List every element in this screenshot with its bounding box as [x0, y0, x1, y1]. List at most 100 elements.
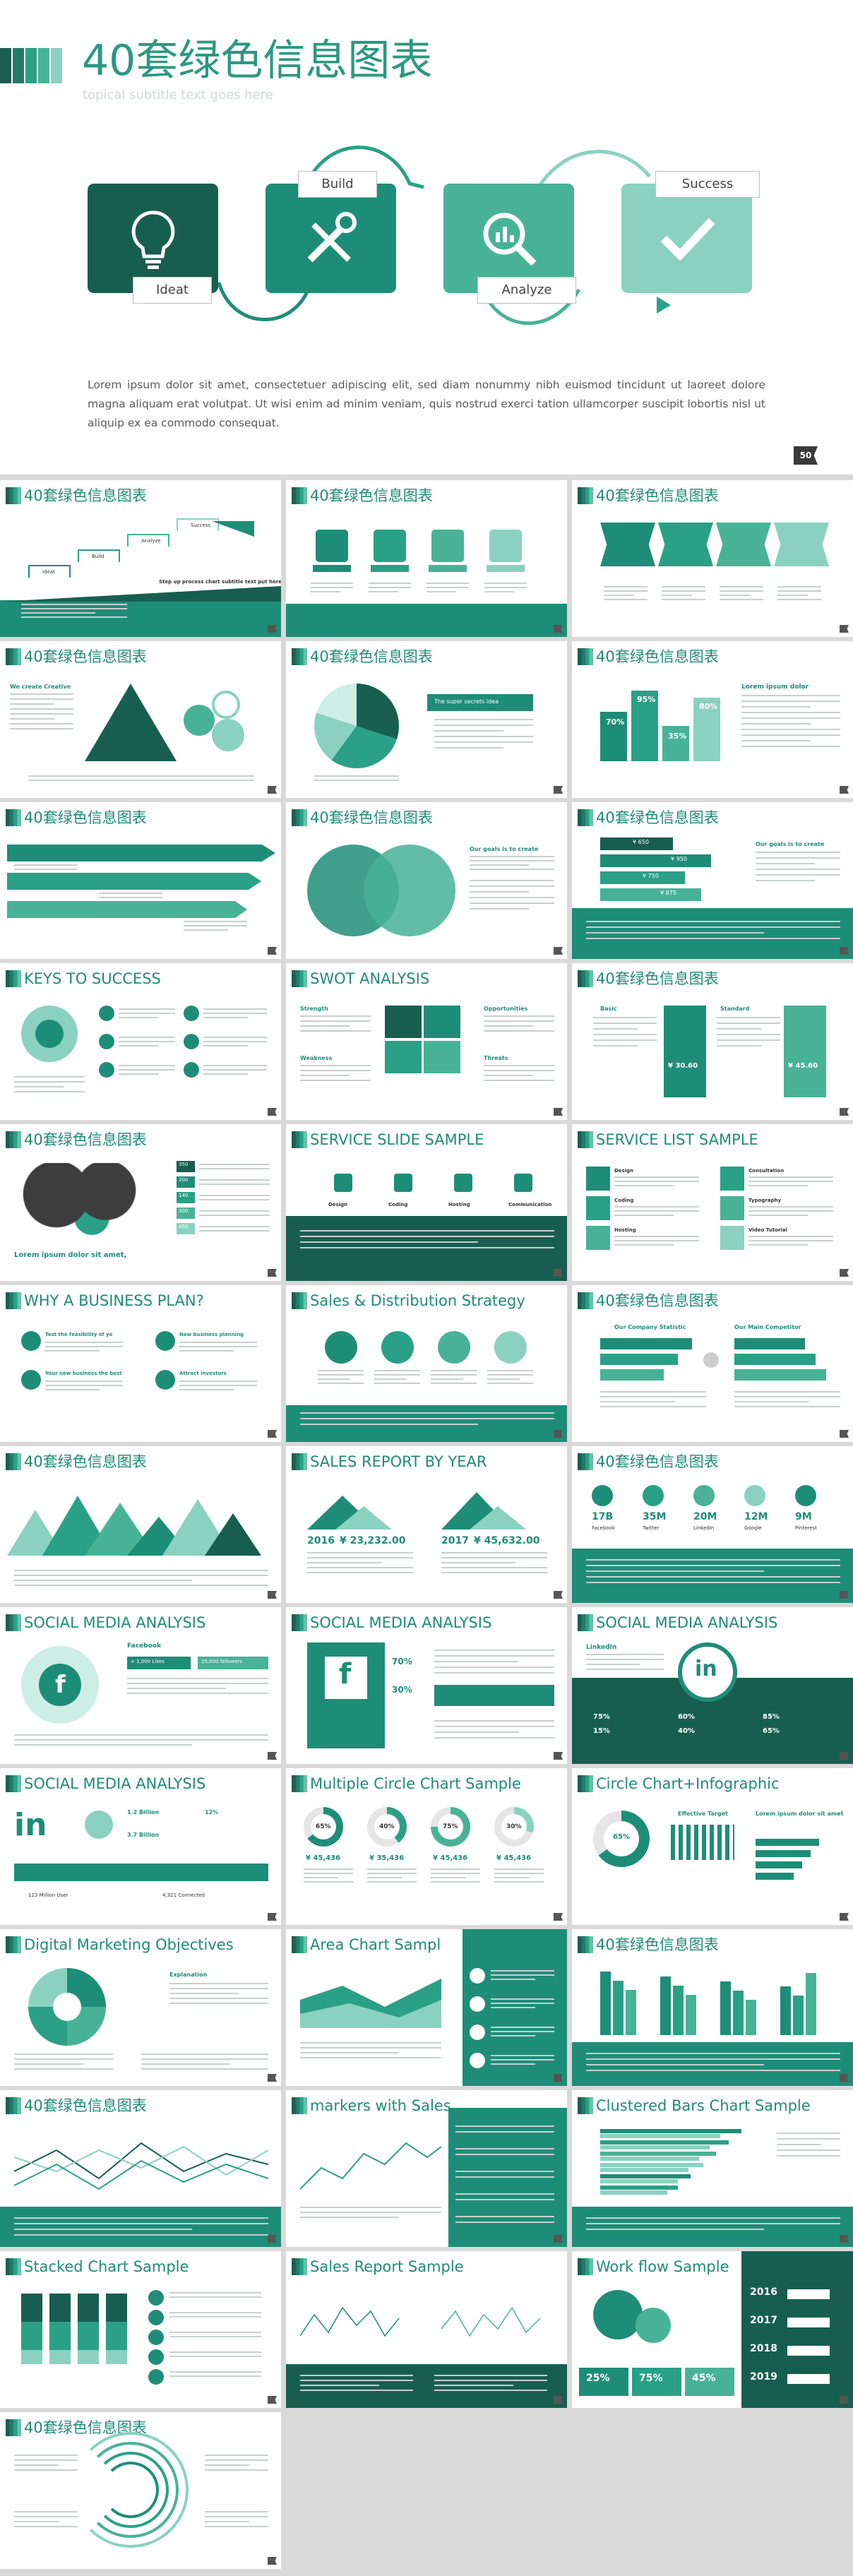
slide-title: 40套绿色信息图表	[578, 1936, 719, 1954]
page-marker-icon	[268, 1108, 277, 1116]
slide-thumbnail[interactable]: 40套绿色信息图表	[0, 2090, 281, 2247]
slide-title: SOCIAL MEDIA ANALYSIS	[6, 1775, 205, 1793]
page-marker-icon	[840, 1108, 849, 1116]
page-number: 50	[794, 446, 818, 465]
page-marker-icon	[268, 1591, 277, 1599]
ideat-label: Ideat	[133, 277, 212, 304]
slide-thumbnail[interactable]: Sales Report Sample	[286, 2251, 567, 2408]
slide-thumbnail[interactable]: SERVICE SLIDE SAMPLE Design Coding Hosting C…	[286, 1124, 567, 1281]
page-marker-icon	[554, 2074, 563, 2082]
page-marker-icon	[840, 2074, 849, 2082]
slide-thumbnail[interactable]: 40套绿色信息图表	[0, 2412, 281, 2569]
slide-thumbnail[interactable]: 40套绿色信息图表	[0, 1446, 281, 1603]
slide-title: 40套绿色信息图表	[578, 970, 719, 988]
slide-title: 40套绿色信息图表	[6, 809, 147, 827]
slide-thumbnail[interactable]: SWOT ANALYSIS Strength Weakness Opportuniti…	[286, 963, 567, 1120]
slide-title: SWOT ANALYSIS	[292, 970, 429, 988]
slide-title: Stacked Chart Sample	[6, 2258, 189, 2276]
page-marker-icon	[268, 1430, 277, 1438]
slide-thumbnail[interactable]: 40套绿色信息图表 ¥ 30.60 ¥ 45.60 Basic Standard	[572, 963, 853, 1120]
slide-thumbnail[interactable]: 40套绿色信息图表 Our goals is to create	[286, 802, 567, 959]
slide-thumbnail[interactable]: SOCIAL MEDIA ANALYSIS f + 1,000 Likes 25,00…	[0, 1607, 281, 1764]
slide-title: Digital Marketing Objectives	[6, 1936, 234, 1954]
slide-thumbnail[interactable]: 40套绿色信息图表	[572, 1929, 853, 2086]
page-marker-icon	[554, 1913, 563, 1921]
page-marker-icon	[268, 625, 277, 633]
magnifier-chart-icon	[483, 213, 537, 266]
slide-thumbnail[interactable]: 40套绿色信息图表 Our Company Statistic Our Main C…	[572, 1285, 853, 1442]
page-marker-icon	[840, 1752, 849, 1760]
slide-thumbnail[interactable]: SOCIAL MEDIA ANALYSIS in LinkedIn 75% 15% 60%…	[572, 1607, 853, 1764]
page-marker-icon	[840, 1430, 849, 1438]
slide-title: 40套绿色信息图表	[292, 809, 433, 827]
slide-thumbnail[interactable]: 40套绿色信息图表 17B Facebook 35M Twitter 20M LinkedI…	[572, 1446, 853, 1603]
tools-icon	[306, 211, 357, 263]
slide-title: SOCIAL MEDIA ANALYSIS	[6, 1614, 205, 1632]
slide-thumbnail[interactable]: 40套绿色信息图表 The super secrets idea	[286, 641, 567, 798]
slide-thumbnail[interactable]: Digital Marketing Objectives Explanation	[0, 1929, 281, 2086]
slide-thumbnail[interactable]: Stacked Chart Sample	[0, 2251, 281, 2408]
slide-thumbnail[interactable]: Sales & Distribution Strategy	[286, 1285, 567, 1442]
slide-title: 40套绿色信息图表	[6, 1131, 147, 1149]
slide-thumbnail[interactable]: 40套绿色信息图表 Ideat Build Analyze Success Step up…	[0, 480, 281, 637]
page-marker-icon	[554, 2235, 563, 2243]
page-marker-icon	[840, 947, 849, 955]
slide-thumbnail[interactable]: 40套绿色信息图表 ¥ 650 ¥ 950 ¥ 750 ¥ 875 Our goals i…	[572, 802, 853, 959]
process-arrow-path	[217, 145, 671, 326]
slide-title: 40套绿色信息图表	[6, 1453, 147, 1471]
slide-thumbnail[interactable]: Work flow Sample 2016 2017 2018 2019 25% 75% 45…	[572, 2251, 853, 2408]
analyze-label: Analyze	[477, 277, 576, 304]
slide-thumbnail[interactable]: SOCIAL MEDIA ANALYSIS in 1.2 Billion 3.7 Bi…	[0, 1768, 281, 1925]
slide-thumbnail[interactable]: Area Chart Sampl	[286, 1929, 567, 2086]
slide-title: 40套绿色信息图表	[578, 648, 719, 666]
slide-title: SALES REPORT BY YEAR	[292, 1453, 487, 1471]
page-marker-icon	[554, 947, 563, 955]
slide-title: Circle Chart+Infographic	[578, 1775, 780, 1793]
checkmark-icon	[660, 217, 715, 261]
slide-thumbnail[interactable]: 40套绿色信息图表	[286, 480, 567, 637]
slide-title: 40套绿色信息图表	[578, 809, 719, 827]
slide-thumbnail[interactable]: 40套绿色信息图表	[572, 480, 853, 637]
slide-title: Sales & Distribution Strategy	[292, 1292, 525, 1310]
slide-thumbnail[interactable]: SERVICE LIST SAMPLE Design Consultation Cod…	[572, 1124, 853, 1281]
slide-thumbnail[interactable]: KEYS TO SUCCESS	[0, 963, 281, 1120]
slide-title: WHY A BUSINESS PLAN?	[6, 1292, 204, 1310]
page-marker-icon	[554, 786, 563, 794]
page-marker-icon	[840, 1591, 849, 1599]
slide-thumbnail[interactable]: Multiple Circle Chart Sample 65% ¥ 45,436 4…	[286, 1768, 567, 1925]
page-marker-icon	[268, 1752, 277, 1760]
page-marker-icon	[554, 1269, 563, 1277]
slide-title: 40套绿色信息图表	[6, 2097, 147, 2115]
page-marker-icon	[840, 2396, 849, 2404]
slide-thumbnail[interactable]: WHY A BUSINESS PLAN? Test the feasibility…	[0, 1285, 281, 1442]
page-marker-icon	[554, 625, 563, 633]
lightbulb-icon	[131, 210, 174, 269]
page-marker-icon	[554, 1430, 563, 1438]
slide-title: SERVICE LIST SAMPLE	[578, 1131, 758, 1149]
slide-thumbnail[interactable]: Circle Chart+Infographic 65% Effective Tar…	[572, 1768, 853, 1925]
slide-title: Work flow Sample	[578, 2258, 729, 2276]
slide-thumbnail[interactable]: 40套绿色信息图表 350 200 140 300 450 Lorem ipsum dolo…	[0, 1124, 281, 1281]
page-marker-icon	[840, 625, 849, 633]
slide-thumbnail[interactable]: SALES REPORT BY YEAR 2016 ¥ 23,232.00 2017 ¥…	[286, 1446, 567, 1603]
slide-title: SOCIAL MEDIA ANALYSIS	[578, 1614, 777, 1632]
slide-title: SOCIAL MEDIA ANALYSIS	[292, 1614, 491, 1632]
slide-title: 40套绿色信息图表	[6, 648, 147, 666]
page-marker-icon	[554, 2396, 563, 2404]
page-marker-icon	[840, 1913, 849, 1921]
page-marker-icon	[268, 786, 277, 794]
page-marker-icon	[554, 1591, 563, 1599]
slide-thumbnail[interactable]: 40套绿色信息图表	[0, 802, 281, 959]
build-tile	[266, 184, 396, 293]
hero-body-text: Lorem ipsum dolor sit amet, consectetuer…	[88, 378, 765, 429]
slide-thumbnail[interactable]: Clustered Bars Chart Sample	[572, 2090, 853, 2247]
slide-thumbnail[interactable]: 40套绿色信息图表 We create Creative	[0, 641, 281, 798]
slide-title: 40套绿色信息图表	[292, 648, 433, 666]
slide-title: Sales Report Sample	[292, 2258, 464, 2276]
slide-thumbnail[interactable]: SOCIAL MEDIA ANALYSIS f 70% 30%	[286, 1607, 567, 1764]
success-label: Success	[655, 171, 760, 198]
slide-title: markers with Sales	[292, 2097, 451, 2115]
page-marker-icon	[840, 1269, 849, 1277]
slide-thumbnail[interactable]: markers with Sales	[286, 2090, 567, 2247]
slide-thumbnail[interactable]: 40套绿色信息图表 70% 95% 35% 80% Lorem ipsum dolor	[572, 641, 853, 798]
